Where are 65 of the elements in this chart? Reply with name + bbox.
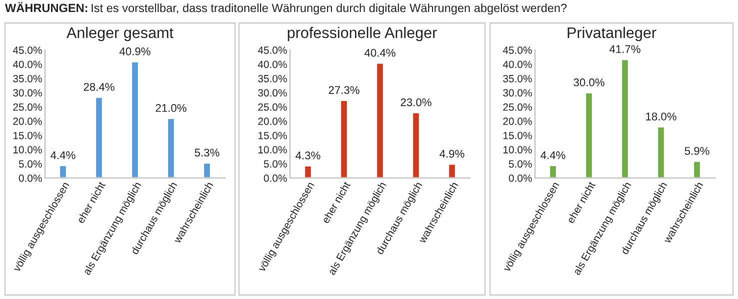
data-label: 23.0% [400,98,432,106]
data-label: 41.7% [610,45,640,53]
bar [94,96,104,178]
bar [584,92,594,178]
text: WÄHRUNGEN: [5,2,88,12]
chart-title: Anleger gesamt [66,26,174,42]
y-tick-label: 10.0% [258,146,287,154]
y-tick-label: 45.0% [258,46,287,54]
y-tick-label: 15.0% [503,132,532,140]
bar [58,164,68,178]
y-tick-label: 10.0% [13,146,42,154]
y-tick-label: 0.0% [508,174,532,182]
bar [448,163,456,178]
data-label: 4.4% [540,151,566,160]
data-label: 18.0% [646,112,676,120]
data-label: 4.9% [440,150,464,158]
bar [548,164,558,178]
y-tick-label: 35.0% [258,74,287,82]
y-tick-label: 10.0% [503,146,532,154]
bar [376,62,384,178]
y-tick-label: 20.0% [13,118,42,125]
y-tick-label: 25.0% [503,103,532,111]
chart-title: professionelle Anleger [288,26,437,42]
data-label: 5.3% [194,148,220,157]
y-tick-label: 25.0% [13,103,42,111]
bar [130,60,140,178]
bar [340,100,348,178]
y-tick-label: 35.0% [503,74,532,82]
y-tick-label: 45.0% [12,46,42,54]
y-tick-label: 15.0% [13,132,42,140]
data-label: 5.9% [684,146,710,155]
data-label: 21.0% [156,104,186,112]
y-tick-label: 0.0% [18,174,42,182]
data-label: 28.4% [84,82,114,91]
y-tick-label: 40.0% [12,60,42,68]
data-label: 4.3% [296,152,320,160]
bar [202,162,212,178]
y-tick-label: 5.0% [18,160,42,168]
y-tick-label: 15.0% [258,132,287,140]
y-tick-label: 45.0% [502,46,532,54]
y-tick-label: 40.0% [502,60,532,68]
y-tick-label: 35.0% [13,74,42,82]
y-tick-label: 25.0% [258,103,287,111]
y-tick-label: 40.0% [258,60,287,68]
y-tick-label: 30.0% [503,89,532,97]
bar [656,126,666,178]
bar [692,160,702,178]
y-tick-label: 0.0% [264,174,287,182]
data-label: 40.4% [364,48,396,57]
bar [166,118,176,178]
data-label: 4.4% [50,151,76,160]
data-label: 40.9% [120,47,150,56]
bar [412,112,420,178]
bar [304,165,312,178]
text: Ist es vorstellbar, dass traditonelle Währungen durch digitale Währungen abgelöst werden? [92,4,567,14]
y-tick-label: 5.0% [264,160,287,168]
chart-title: Privatanleger [568,26,656,42]
y-tick-label: 30.0% [13,89,42,97]
data-label: 27.3% [328,86,360,94]
data-label: 30.0% [574,78,604,86]
bar [620,58,630,178]
y-tick-label: 20.0% [503,118,532,125]
y-tick-label: 30.0% [258,89,287,97]
y-tick-label: 5.0% [508,160,532,168]
y-tick-label: 20.0% [258,118,287,125]
